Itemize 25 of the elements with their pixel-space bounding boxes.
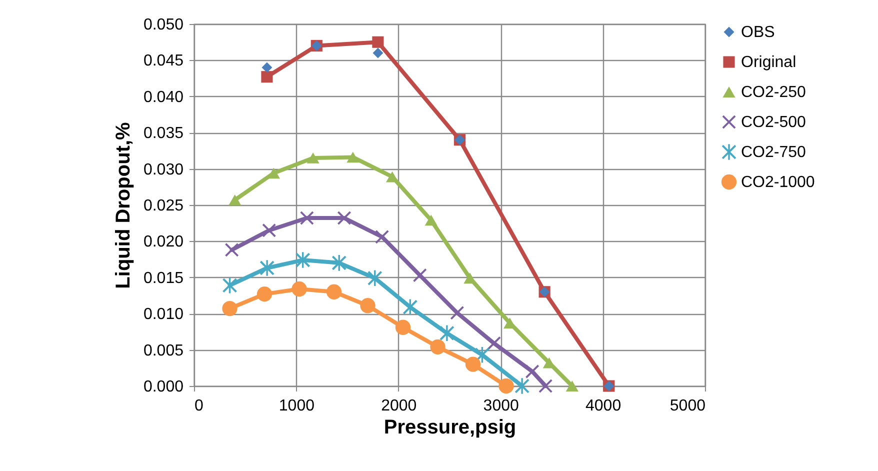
y-tick-label: 0.030: [143, 161, 184, 178]
y-tick-label: 0.015: [143, 270, 184, 287]
x-tick-label: 2000: [381, 398, 417, 414]
legend-label: CO2-1000: [741, 174, 815, 191]
legend-label: OBS: [741, 24, 775, 41]
x-tick-label: 1000: [278, 398, 315, 414]
legend-label: CO2-250: [741, 84, 806, 101]
y-tick-label: 0.020: [143, 234, 184, 251]
y-tick-label: 0.035: [143, 125, 184, 142]
x-tick-label: 5000: [670, 398, 706, 414]
x-tick-label: 3000: [483, 398, 519, 414]
y-tick-label: 0.040: [143, 88, 184, 106]
y-tick-label: 0.000: [143, 378, 184, 396]
y-tick-label: 0.050: [143, 16, 184, 34]
x-tick-label: 0: [194, 398, 204, 414]
y-tick-label: 0.025: [143, 198, 184, 214]
y-tick-label: 0.045: [143, 52, 184, 70]
legend-label: Original: [741, 54, 796, 71]
legend-label: CO2-500: [741, 114, 806, 131]
x-axis-title: Pressure,psig: [384, 416, 516, 438]
y-tick-label: 0.010: [143, 306, 184, 324]
x-tick-label: 4000: [586, 398, 622, 414]
y-tick-label: 0.005: [143, 342, 184, 360]
legend-label: CO2-750: [741, 144, 806, 161]
y-axis-title: Liquid Dropout,%: [112, 122, 134, 289]
